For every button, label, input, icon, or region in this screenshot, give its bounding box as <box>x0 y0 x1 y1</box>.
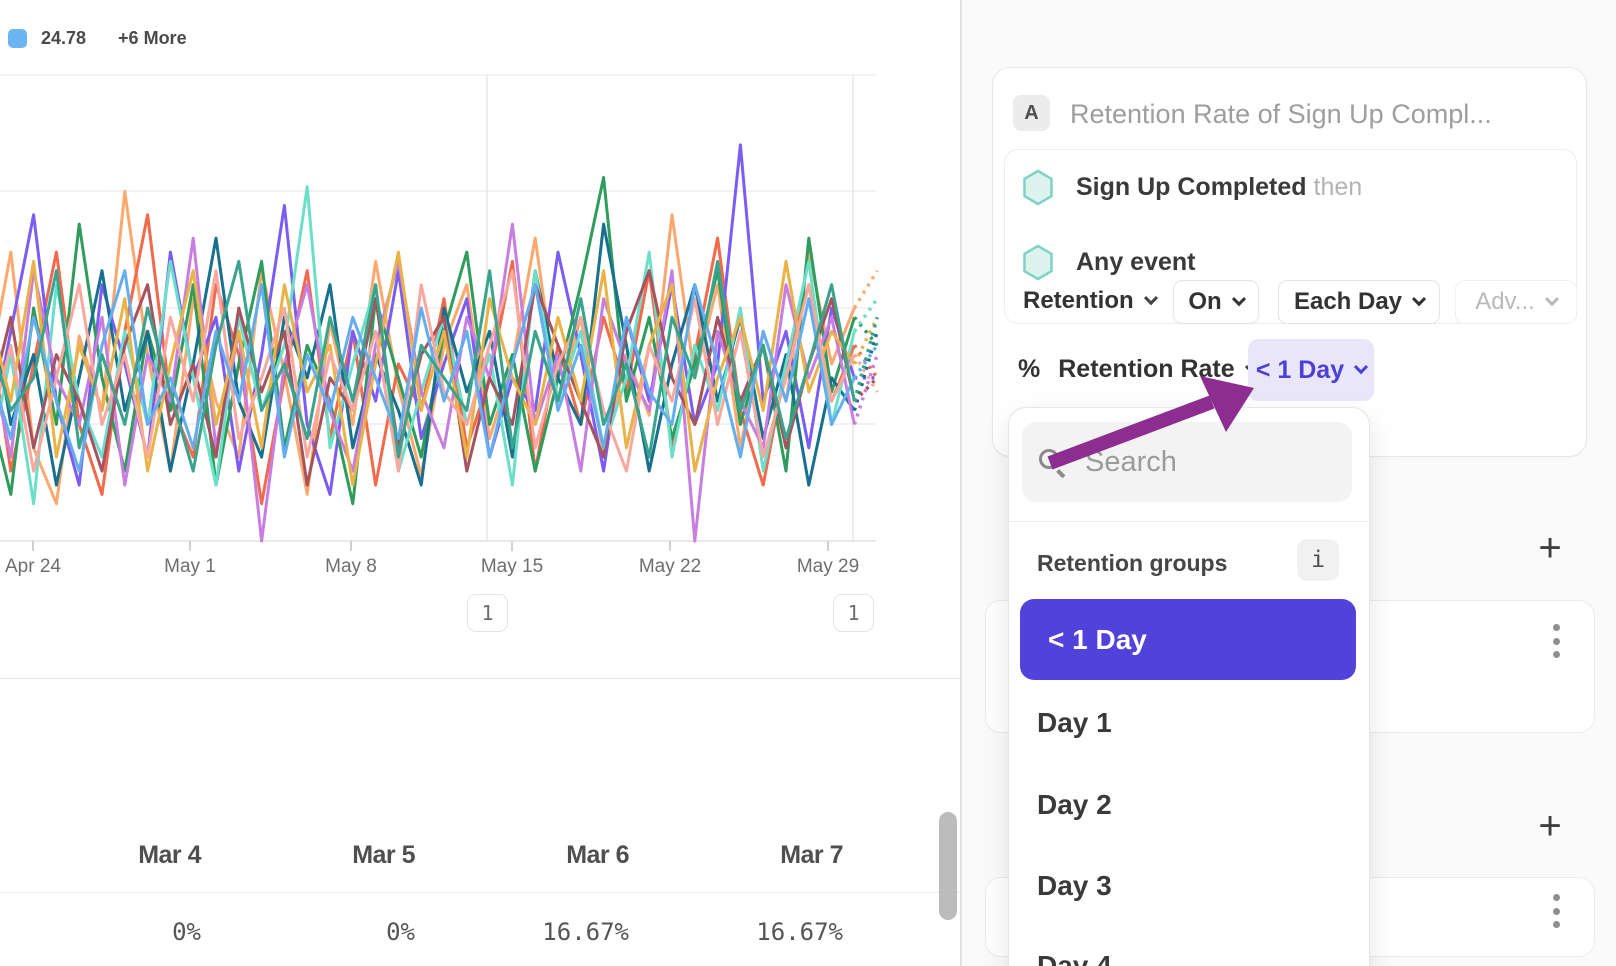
percent-symbol: % <box>1018 355 1041 383</box>
popup-item-selected[interactable]: < 1 Day <box>1020 599 1356 680</box>
then-label: then <box>1313 173 1363 201</box>
search-input[interactable] <box>1085 445 1335 479</box>
table-cell: 16.67% <box>756 918 843 946</box>
event-hexagon-icon <box>1023 244 1053 281</box>
return-event-row[interactable]: Any event <box>1076 248 1195 277</box>
table-row-divider <box>0 892 961 893</box>
popup-divider <box>1009 521 1368 522</box>
on-label: On <box>1188 288 1222 315</box>
first-event-label: Sign Up Completed <box>1076 173 1307 201</box>
group-section-header: Retention groups <box>1037 550 1228 576</box>
legend-swatch <box>8 29 27 48</box>
table-header: Mar 4 <box>138 841 201 869</box>
panel-divider <box>960 0 962 966</box>
x-tick-label: May 22 <box>638 556 702 577</box>
series-a-badge: A <box>1013 95 1050 131</box>
retention-type-dropdown[interactable]: Retention <box>1023 287 1158 315</box>
advanced-label: Adv... <box>1475 288 1535 315</box>
chart-legend: 24.78 +6 More <box>8 28 187 49</box>
chevron-down-icon <box>1143 291 1158 306</box>
x-tick-label: May 15 <box>480 556 544 577</box>
chevron-down-icon <box>1231 292 1246 307</box>
selected-group-label: < 1 Day <box>1255 355 1345 384</box>
first-event-row[interactable]: Sign Up Completed then <box>1076 173 1362 202</box>
x-tick-label: May 8 <box>325 556 377 577</box>
retention-type-label: Retention <box>1023 287 1134 314</box>
section-divider <box>0 678 961 679</box>
chevron-down-icon <box>1354 360 1369 375</box>
table-cell: 16.67% <box>542 918 629 946</box>
table-header: Mar 7 <box>780 841 843 869</box>
x-tick-label: May 29 <box>796 556 860 577</box>
chevron-down-icon <box>1411 292 1427 307</box>
advanced-dropdown[interactable]: Adv... <box>1455 280 1577 324</box>
chevron-down-icon <box>1544 292 1559 307</box>
add-filter-button[interactable]: + <box>1538 803 1562 848</box>
popup-search-box[interactable] <box>1022 422 1352 502</box>
info-icon[interactable]: i <box>1297 539 1339 581</box>
metric-row: % Retention Rate <box>1018 355 1259 384</box>
search-icon <box>1039 449 1066 478</box>
return-event-label: Any event <box>1076 248 1196 276</box>
chart-panel: 24.78 +6 More Apr 24 May 1 May 8 May 15 … <box>0 0 961 946</box>
on-dropdown[interactable]: On <box>1173 280 1259 324</box>
vertical-scrollbar[interactable] <box>939 812 957 920</box>
popup-item[interactable]: Day 2 <box>1037 789 1112 820</box>
popup-item[interactable]: Day 3 <box>1037 870 1112 901</box>
x-tick-label: May 1 <box>164 556 216 577</box>
event-hexagon-icon <box>1023 169 1053 206</box>
popup-item[interactable]: Day 1 <box>1037 707 1112 738</box>
retention-group-dropdown[interactable]: < 1 Day <box>1248 339 1374 401</box>
kebab-menu-icon[interactable] <box>1541 894 1571 928</box>
table-header: Mar 6 <box>566 841 629 869</box>
query-title: Retention Rate of Sign Up Compl... <box>1070 99 1492 129</box>
annotation-badge[interactable]: 1 <box>467 594 508 632</box>
legend-value: 24.78 <box>41 28 87 48</box>
retention-line-chart[interactable] <box>0 0 961 660</box>
table-header: Mar 5 <box>352 841 415 869</box>
table-cell: 0% <box>172 918 201 946</box>
x-tick-label: Apr 24 <box>5 556 61 577</box>
legend-more-button[interactable]: +6 More <box>118 28 187 48</box>
add-metric-button[interactable]: + <box>1538 525 1562 570</box>
interval-label: Each Day <box>1293 288 1403 315</box>
popup-item[interactable]: Day 4 <box>1037 950 1112 966</box>
metric-dropdown[interactable]: Retention Rate <box>1058 355 1235 383</box>
interval-dropdown[interactable]: Each Day <box>1278 280 1440 324</box>
table-cell: 0% <box>386 918 415 946</box>
kebab-menu-icon[interactable] <box>1541 624 1571 658</box>
annotation-badge[interactable]: 1 <box>833 594 874 632</box>
